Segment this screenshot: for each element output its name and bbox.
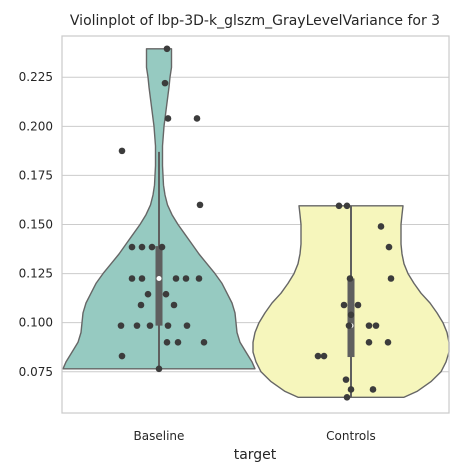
data-point-baseline [128,275,136,282]
data-point-controls [343,202,351,210]
data-point-baseline [148,243,156,251]
data-point-controls [384,339,392,346]
data-point-baseline [137,301,145,309]
data-point-controls [347,386,355,393]
data-point-controls [346,275,354,282]
x-tick-labels: Baseline Controls [134,429,376,443]
data-point-controls [335,202,343,210]
data-point-baseline [172,275,180,282]
violins [62,48,450,398]
plot-frame [61,35,450,414]
iqr-box-baseline [155,246,163,326]
y-tick-label: 0.200 [19,119,53,133]
data-point-controls [365,339,373,346]
data-point-baseline [138,275,146,282]
data-point-baseline [183,322,191,329]
data-point-baseline [138,243,146,251]
data-point-baseline [162,290,170,298]
data-point-controls [345,322,353,329]
y-tick-label: 0.175 [19,168,53,182]
data-point-baseline [118,352,126,360]
data-point-baseline [163,45,171,53]
data-point-controls [320,352,328,360]
data-point-baseline [195,275,203,282]
data-point-controls [369,386,377,393]
data-point-baseline [193,115,201,122]
data-point-baseline [182,275,190,282]
data-point-baseline [158,243,166,251]
data-point-controls [354,301,362,309]
strip-points [117,45,395,401]
data-point-controls [343,393,351,401]
data-point-baseline [118,147,126,155]
data-point-controls [314,352,322,360]
y-tick-labels: 0.075 0.100 0.125 0.150 0.175 0.200 0.225 [19,70,53,379]
y-tick-label: 0.150 [19,218,53,232]
data-point-baseline [161,79,169,87]
data-point-baseline [163,339,171,346]
data-point-baseline [170,301,178,309]
data-point-controls [347,311,355,319]
y-tick-label: 0.100 [19,316,53,330]
data-point-baseline [117,322,125,329]
data-point-controls [365,322,373,329]
x-axis-title: target [234,447,277,463]
x-tick-label: Baseline [134,429,185,443]
data-point-baseline [164,115,172,122]
x-tick-label: Controls [326,429,376,443]
data-point-controls [372,322,380,329]
chart-title: Violinplot of lbp-3D-k_glszm_GrayLevelVa… [70,13,440,29]
data-point-baseline [128,243,136,251]
data-point-baseline [155,365,163,373]
data-point-baseline [133,322,141,329]
data-point-controls [377,223,385,230]
data-point-baseline [144,290,152,298]
data-point-baseline [174,339,182,346]
data-point-controls [342,376,350,383]
data-point-baseline [164,322,172,329]
data-point-controls [387,275,395,282]
data-point-baseline [200,339,208,346]
y-tick-label: 0.075 [19,365,53,379]
data-point-baseline [196,201,204,209]
y-tick-label: 0.225 [19,70,53,84]
data-point-controls [340,301,348,309]
median-marker-baseline [156,275,162,281]
data-point-baseline [146,322,154,329]
data-point-controls [385,243,393,251]
y-tick-label: 0.125 [19,267,53,281]
